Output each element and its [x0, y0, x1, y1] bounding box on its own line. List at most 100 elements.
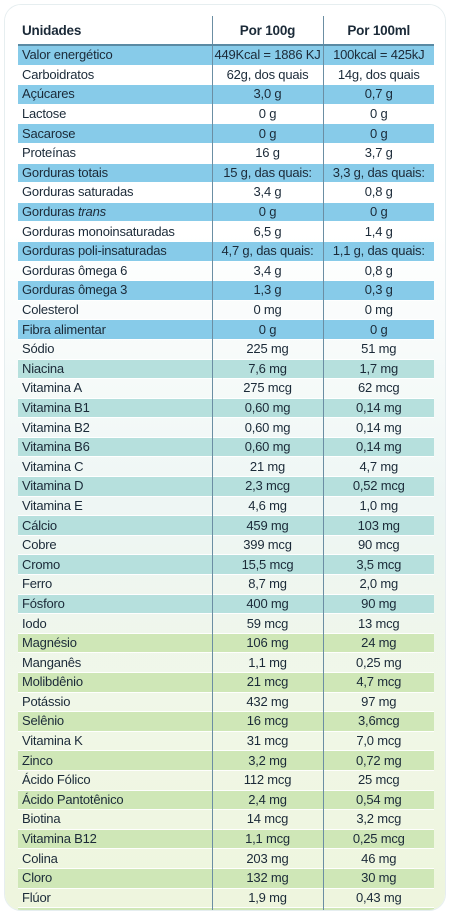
value-per-100g: 6,5 g	[211, 221, 323, 242]
value-per-100g: 7,6 mg	[211, 358, 323, 379]
value-per-100g: 459 mg	[211, 515, 323, 536]
table-row: Zinco 3,2 mg 0,72 mg	[18, 750, 434, 771]
table-row: Proteínas 16 g 3,7 g	[18, 142, 434, 164]
nutrient-name-text: Cobre	[22, 537, 57, 553]
value-per-100ml: 0,25 mcg	[322, 828, 434, 849]
table-row: Biotina 14 mcg 3,2 mcg	[18, 809, 434, 830]
nutrition-panel: Unidades Por 100g Por 100ml Valor energé…	[5, 5, 445, 910]
value-per-100g: 203 mg	[211, 848, 323, 869]
value-per-100ml: 62 mcg	[322, 378, 434, 399]
value-per-100g: 8,7 mg	[211, 574, 323, 595]
value-per-100g: 62g, dos quais	[211, 64, 323, 85]
nutrient-name-text: Vitamina E	[22, 497, 83, 513]
value-per-100g: 225 mg	[211, 338, 323, 359]
value-per-100g: 3,4 g	[211, 260, 323, 281]
table-row: Flúor 1,9 mg 0,43 mg	[18, 887, 434, 908]
value-per-100g: 16 g	[211, 142, 323, 164]
nutrient-name: Cálcio	[18, 515, 212, 536]
value-per-100g: 400 mg	[211, 593, 323, 614]
value-per-100g: 2,4 mg	[211, 789, 323, 810]
nutrient-name-text: Carnitina	[22, 909, 72, 910]
value-per-100ml: 0,14 mg	[322, 436, 434, 457]
nutrient-name-text: Fibra alimentar	[22, 321, 106, 337]
nutrient-name: Fósforo	[18, 593, 212, 614]
value-per-100g: 21 mcg	[211, 672, 323, 693]
value-per-100g: 3,0 g	[211, 84, 323, 105]
value-per-100g: 0 mg	[211, 299, 323, 320]
table-row: Vitamina B12 1,1 mcg 0,25 mcg	[18, 828, 434, 849]
table-row: Iodo 59 mcg 13 mcg	[18, 613, 434, 634]
value-per-100ml: 0,14 mg	[322, 397, 434, 418]
nutrient-name: Vitamina B12	[18, 828, 212, 849]
nutrient-name: Niacina	[18, 358, 212, 379]
nutrient-name-text: Gorduras saturadas	[22, 184, 134, 200]
nutrient-name: Proteínas	[18, 142, 212, 164]
table-row: Carboidratos 62g, dos quais 14g, dos quais	[18, 64, 434, 85]
table-row: Potássio 432 mg 97 mg	[18, 691, 434, 712]
nutrient-name: Gorduras poli-insaturadas	[18, 240, 212, 262]
nutrient-name-text: Potássio	[22, 693, 71, 709]
value-per-100ml: 1,4 g	[322, 221, 434, 242]
nutrient-name: Gorduras ômega 3	[18, 280, 212, 301]
value-per-100ml: 13 mcg	[322, 613, 434, 634]
nutrient-name-text: Biotina	[22, 811, 61, 827]
nutrient-name-text: Gorduras totais	[22, 164, 108, 180]
nutrient-name-text: Ferro	[22, 576, 53, 592]
value-per-100g: 1,3 g	[211, 280, 323, 301]
table-row: Cálcio 459 mg 103 mg	[18, 515, 434, 536]
value-per-100ml: 3,7 g	[322, 142, 434, 164]
nutrient-name: Valor energético	[18, 44, 212, 66]
nutrient-name-text: Sacarose	[22, 125, 76, 141]
nutrient-name-text: Cloro	[22, 870, 53, 886]
value-per-100ml: 0,14 mg	[322, 417, 434, 438]
value-per-100ml: 90 mcg	[322, 534, 434, 555]
nutrient-name: Vitamina C	[18, 456, 212, 477]
nutrient-name-text: Sódio	[22, 341, 55, 357]
value-per-100ml: 0 g	[322, 201, 434, 222]
nutrient-name-text: Magnésio	[22, 635, 77, 651]
value-per-100ml: 0 g	[322, 123, 434, 144]
table-row: Vitamina B6 0,60 mg 0,14 mg	[18, 436, 434, 457]
value-per-100ml: 3,2 mcg	[322, 809, 434, 830]
value-per-100g: 0,60 mg	[211, 436, 323, 457]
value-per-100ml: 90 mg	[322, 593, 434, 614]
nutrient-name: Gorduras monoinsaturadas	[18, 221, 212, 242]
value-per-100ml: 0,7 g	[322, 84, 434, 105]
value-per-100g: 3,2 mg	[211, 750, 323, 771]
nutrient-name-text: Valor energético	[22, 47, 113, 63]
nutrient-name: Iodo	[18, 613, 212, 634]
table-row: Molibdênio 21 mcg 4,7 mcg	[18, 672, 434, 693]
value-per-100g: 4,6 mg	[211, 495, 323, 516]
nutrient-name: Vitamina E	[18, 495, 212, 516]
nutrient-name-text: Zinco	[22, 752, 53, 768]
table-row: Colina 203 mg 46 mg	[18, 848, 434, 869]
value-per-100ml: 0 mg	[322, 299, 434, 320]
value-per-100g: 2,3 mcg	[211, 476, 323, 497]
table-row: Gorduras totais 15 g, das quais: 3,3 g, da…	[18, 162, 434, 183]
value-per-100ml: 1,7 mg	[322, 358, 434, 379]
value-per-100ml: 14g, dos quais	[322, 64, 434, 85]
value-per-100ml: 7,0 mcg	[322, 730, 434, 751]
table-row: Magnésio 106 mg 24 mg	[18, 632, 434, 653]
nutrient-name: Gorduras saturadas	[18, 182, 212, 203]
nutrient-name-text: Flúor	[22, 889, 51, 905]
nutrient-name: Gorduras totais	[18, 162, 212, 183]
table-row: Vitamina B2 0,60 mg 0,14 mg	[18, 417, 434, 438]
value-per-100g: 3,4 g	[211, 182, 323, 203]
header-per-100g: Por 100g	[211, 16, 323, 46]
value-per-100g: 1,9 mg	[211, 887, 323, 908]
value-per-100ml: 0 g	[322, 103, 434, 124]
nutrient-name: Gorduras ômega 6	[18, 260, 212, 281]
table-row: Açúcares 3,0 g 0,7 g	[18, 84, 434, 105]
value-per-100ml: 2,0 mg	[322, 574, 434, 595]
table-row: Ácido Pantotênico 2,4 mg 0,54 mg	[18, 789, 434, 810]
value-per-100g: 0 g	[211, 201, 323, 222]
value-per-100ml: 97 mg	[322, 691, 434, 712]
table-row: Selênio 16 mcg 3,6mcg	[18, 711, 434, 732]
value-per-100ml: 3,5 mcg	[322, 554, 434, 575]
nutrient-name-text: Vitamina B6	[22, 439, 90, 455]
table-row: Vitamina E 4,6 mg 1,0 mg	[18, 495, 434, 516]
value-per-100g: 16 mcg	[211, 711, 323, 732]
